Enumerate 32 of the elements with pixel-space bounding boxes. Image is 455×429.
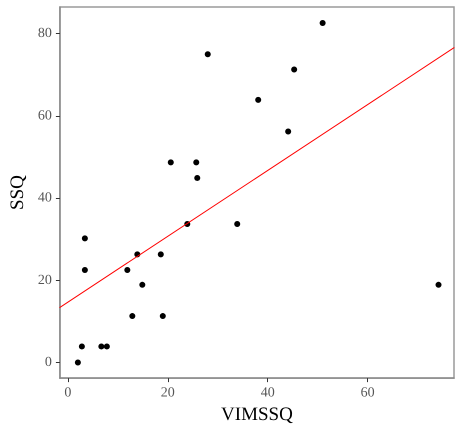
point — [194, 174, 200, 181]
point — [160, 313, 166, 320]
point — [98, 343, 104, 350]
point — [291, 66, 298, 72]
point — [82, 267, 88, 274]
point — [234, 220, 240, 227]
point — [74, 359, 81, 366]
point — [285, 128, 292, 135]
point — [436, 282, 442, 288]
y-tick-label: 80 — [38, 26, 52, 42]
x-tick-label: 40 — [260, 386, 275, 401]
point — [255, 96, 262, 103]
point — [320, 20, 326, 26]
point — [78, 343, 85, 350]
point — [158, 251, 164, 258]
point — [82, 235, 88, 242]
point — [129, 313, 136, 320]
point — [104, 343, 110, 350]
point — [193, 159, 200, 166]
point — [124, 267, 130, 274]
point — [168, 159, 174, 166]
y-tick-label: 0 — [44, 354, 52, 370]
point — [139, 282, 146, 288]
x-axis-title: VIMSSQ — [221, 404, 294, 425]
y-tick-label: 40 — [38, 190, 52, 206]
x-tick-label: 60 — [360, 386, 375, 401]
y-axis-title: SSQ — [7, 174, 28, 210]
y-tick-label: 20 — [38, 272, 52, 288]
x-tick-label: 20 — [160, 386, 175, 401]
y-tick-label: 60 — [38, 108, 52, 124]
x-tick-label: 0 — [64, 386, 72, 401]
point — [204, 51, 211, 58]
